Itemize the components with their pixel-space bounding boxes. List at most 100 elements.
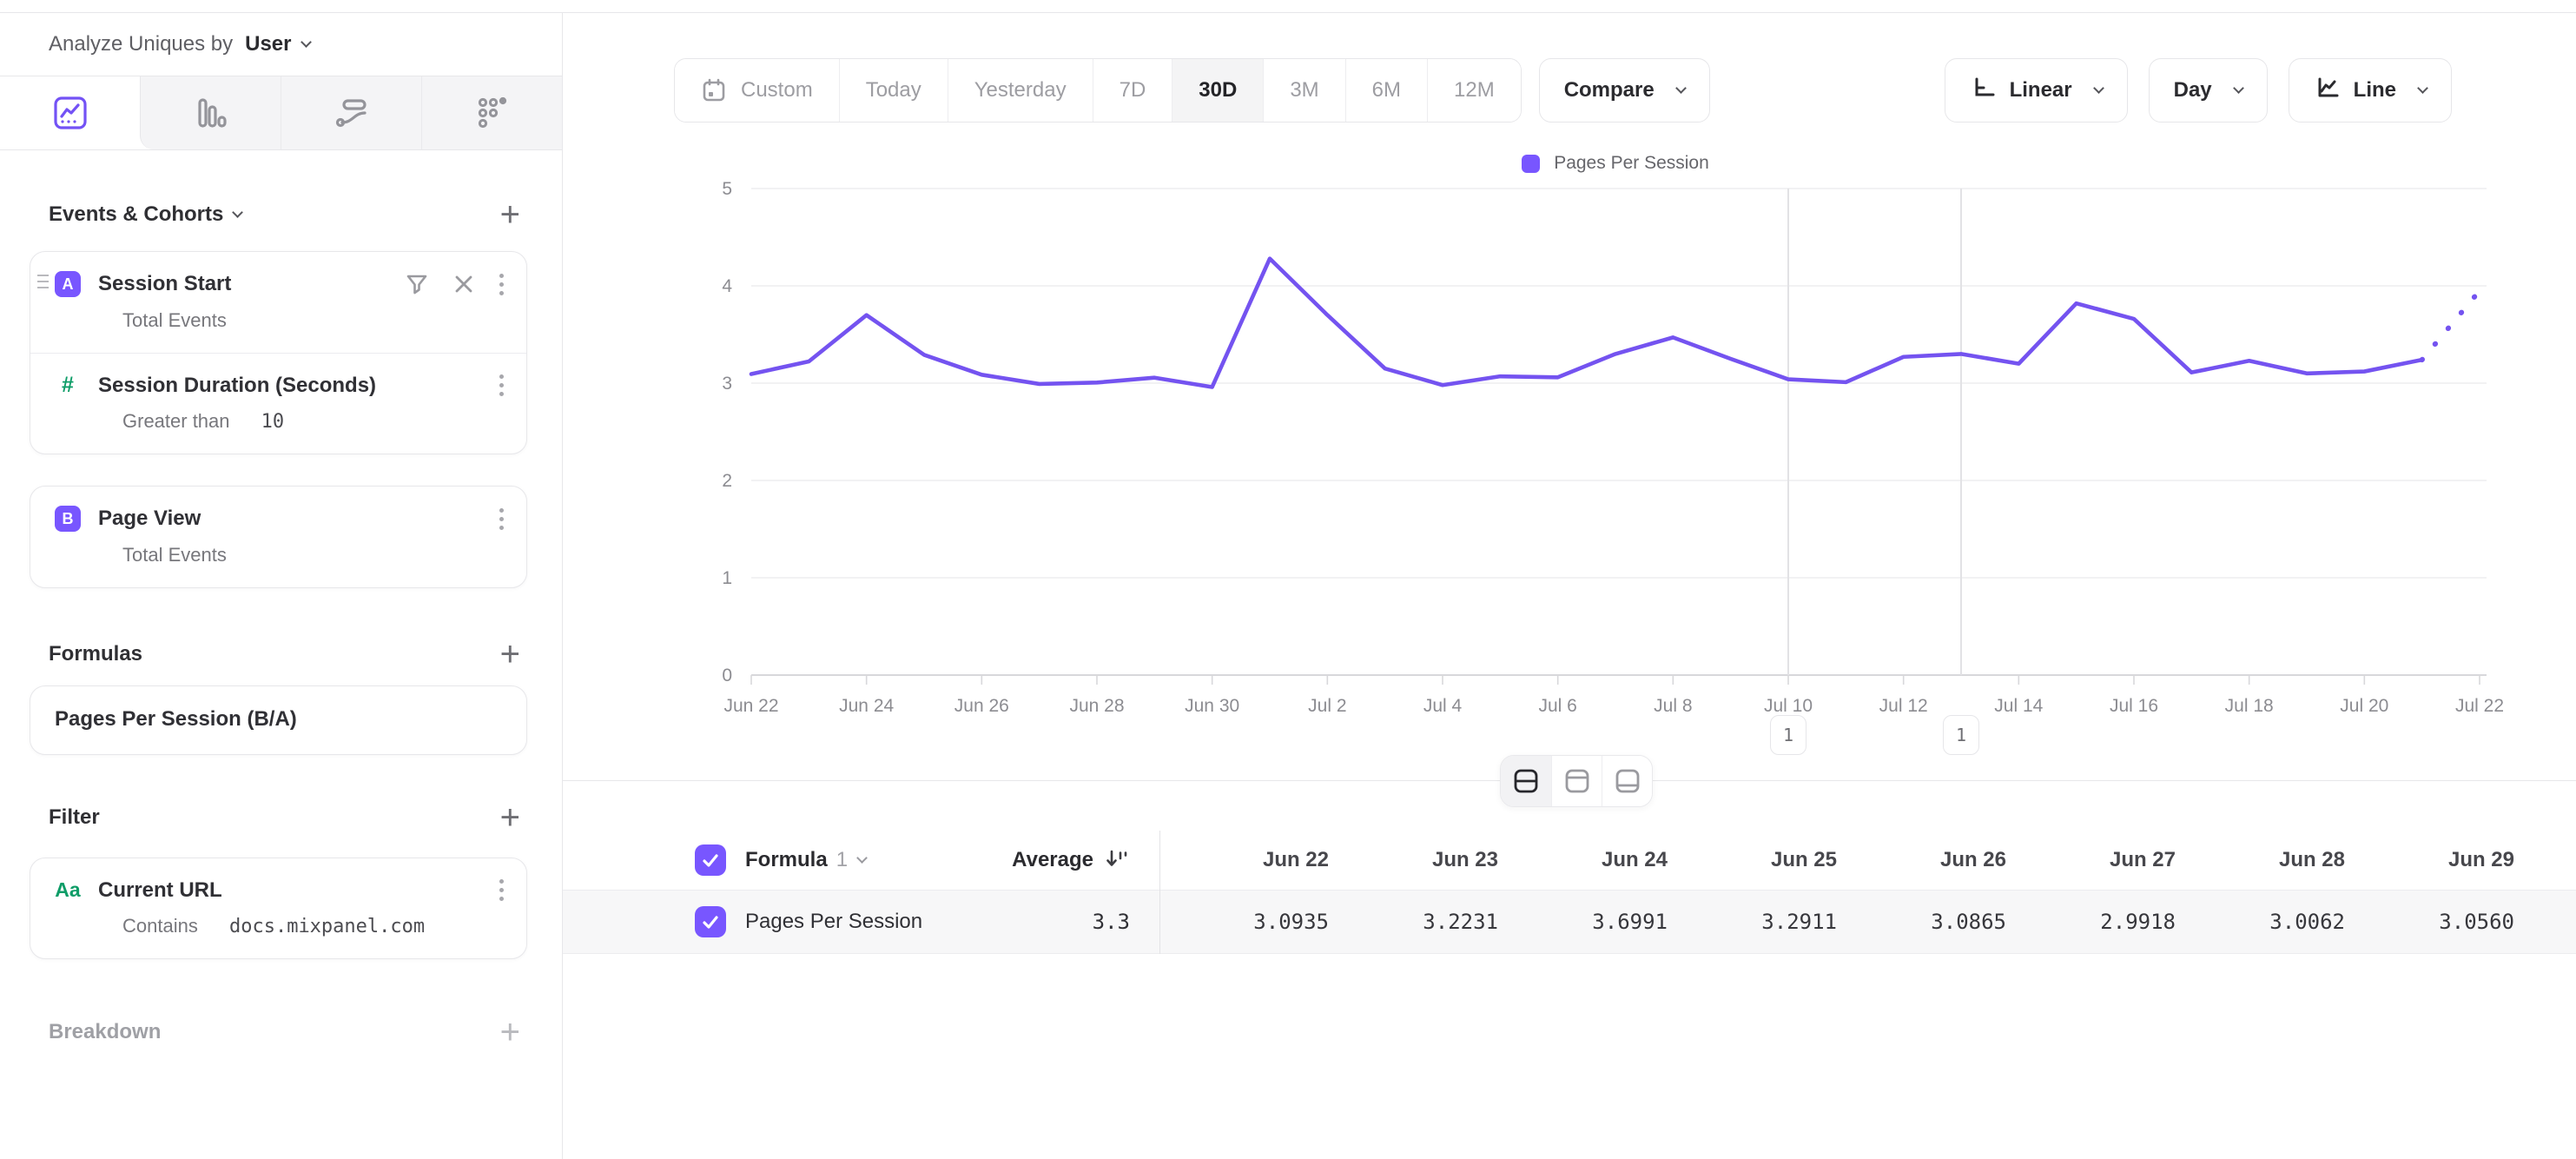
tab-retention[interactable] — [421, 76, 562, 149]
view-toggle-table-only[interactable] — [1602, 756, 1652, 806]
filter-section-header: Filter + — [49, 800, 524, 835]
y-axis-label: 4 — [722, 276, 732, 296]
add-filter-button[interactable]: + — [497, 800, 524, 835]
range-3m[interactable]: 3M — [1263, 59, 1345, 122]
add-formula-button[interactable]: + — [497, 637, 524, 672]
calendar-icon — [703, 78, 725, 102]
view-toggle-chart-only[interactable] — [1551, 756, 1602, 806]
event-options-kebab-icon[interactable] — [498, 272, 505, 297]
tab-insights[interactable] — [0, 76, 140, 149]
date-column-header[interactable]: Jun 25 — [1770, 848, 1837, 871]
event-title[interactable]: Page View — [98, 507, 201, 530]
x-axis-label: Jul 4 — [1423, 696, 1463, 713]
filter-options-kebab-icon[interactable] — [498, 878, 505, 903]
range-12m[interactable]: 12M — [1427, 59, 1521, 122]
analyze-header: Analyze Uniques by User — [0, 13, 562, 76]
property-condition[interactable]: Greater than 10 — [122, 410, 505, 433]
x-axis-label: Jul 10 — [1764, 696, 1813, 713]
formula-row[interactable]: Pages Per Session (B/A) — [30, 686, 526, 754]
filter-condition[interactable]: Contains docs.mixpanel.com — [122, 915, 505, 937]
filter-row-current-url[interactable]: Aa Current URL Contains docs.mixpanel.co… — [30, 858, 526, 958]
y-axis-label: 3 — [722, 374, 732, 394]
date-column-header[interactable]: Jun 27 — [2109, 848, 2176, 871]
formula-name[interactable]: Pages Per Session (B/A) — [55, 707, 297, 731]
chevron-down-icon — [232, 206, 244, 218]
bar-chart-icon — [191, 93, 231, 133]
select-all-checkbox[interactable] — [695, 844, 726, 876]
filter-funnel-icon[interactable] — [404, 271, 430, 297]
x-axis-label: Jun 26 — [954, 696, 1009, 713]
add-breakdown-button[interactable]: + — [497, 1015, 524, 1050]
x-axis-label: Jun 24 — [839, 696, 894, 713]
string-property-icon: Aa — [55, 878, 81, 901]
date-column-header[interactable]: Jun 26 — [1939, 848, 2006, 871]
linear-axis-icon — [1970, 74, 1998, 108]
event-title[interactable]: Session Start — [98, 272, 232, 295]
events-section-title[interactable]: Events & Cohorts — [49, 202, 244, 227]
condition-value[interactable]: docs.mixpanel.com — [228, 916, 426, 937]
tab-flows[interactable] — [281, 76, 421, 149]
chevron-down-icon — [2092, 82, 2104, 94]
range-7d[interactable]: 7D — [1092, 59, 1172, 122]
range-yesterday[interactable]: Yesterday — [947, 59, 1093, 122]
event-options-kebab-icon[interactable] — [498, 507, 505, 532]
results-table: Formula 1 Average Jun 2 — [563, 831, 2576, 954]
x-axis-label: Jul 8 — [1654, 696, 1692, 713]
table-column-separator — [1159, 831, 1160, 954]
average-column-header[interactable]: Average — [1012, 848, 1093, 871]
date-column-header[interactable]: Jun 24 — [1601, 848, 1668, 871]
chart-type-dropdown[interactable]: Line — [2288, 58, 2452, 123]
range-custom[interactable]: Custom — [675, 59, 839, 122]
range-today[interactable]: Today — [838, 59, 948, 122]
formula-card: Pages Per Session (B/A) — [30, 685, 527, 755]
condition-operator[interactable]: Contains — [122, 915, 198, 937]
x-axis-label: Jun 30 — [1185, 696, 1239, 713]
chart-area: Pages Per Session 0 1 2 3 4 5 Jun 22 Jun 24 Jun … — [563, 149, 2576, 783]
tab-bar-chart[interactable] — [140, 76, 281, 149]
chevron-down-icon — [300, 36, 312, 48]
formulas-section-header: Formulas + — [49, 637, 524, 672]
date-column-header[interactable]: Jun 28 — [2278, 848, 2345, 871]
legend-swatch — [1522, 154, 1541, 173]
formula-column-header[interactable]: Formula 1 — [745, 848, 868, 872]
date-column-header[interactable]: Jun 22 — [1262, 848, 1329, 871]
y-axis-label: 1 — [722, 568, 732, 588]
filter-property-title[interactable]: Current URL — [98, 878, 222, 902]
range-30d[interactable]: 30D — [1172, 59, 1264, 122]
legend-pages-per-session[interactable]: Pages Per Session — [751, 149, 2480, 178]
annotation-badge-jul-13[interactable]: 1 — [1943, 715, 1979, 755]
sort-descending-icon[interactable] — [1104, 845, 1130, 876]
add-event-button[interactable]: + — [497, 197, 524, 232]
analyze-entity-dropdown[interactable]: User — [245, 32, 312, 56]
annotation-badge-jul-10[interactable]: 1 — [1770, 715, 1807, 755]
series-line-projected — [2419, 288, 2482, 363]
remove-event-icon[interactable] — [452, 273, 475, 295]
table-row-pages-per-session[interactable]: Pages Per Session 3.3 3.0935 3.2231 3.6991… — [563, 890, 2576, 954]
event-row-session-start[interactable]: A Session Start — [30, 252, 526, 353]
date-column-header[interactable]: Jun 29 — [2447, 848, 2514, 871]
series-line-pages-per-session — [749, 256, 2424, 389]
row-checkbox[interactable] — [695, 906, 726, 937]
x-axis-label: Jul 14 — [1994, 696, 2043, 713]
event-measurement[interactable]: Total Events — [122, 309, 227, 331]
compare-button[interactable]: Compare — [1538, 58, 1710, 123]
event-row-page-view[interactable]: B Page View Total Events — [30, 487, 526, 587]
view-toggle-split-view[interactable] — [1501, 756, 1551, 806]
flows-icon — [332, 93, 372, 133]
date-column-header[interactable]: Jun 23 — [1431, 848, 1498, 871]
condition-value[interactable]: 10 — [261, 411, 285, 433]
range-6m[interactable]: 6M — [1344, 59, 1427, 122]
value-cell: 3.0865 — [1931, 910, 2006, 934]
retention-icon — [472, 93, 512, 133]
scale-dropdown[interactable]: Linear — [1944, 58, 2128, 123]
property-title[interactable]: Session Duration (Seconds) — [98, 373, 377, 397]
event-measurement[interactable]: Total Events — [122, 544, 227, 566]
property-options-kebab-icon[interactable] — [498, 373, 505, 398]
property-row-session-duration[interactable]: # Session Duration (Seconds) Greater tha… — [30, 353, 526, 454]
interval-dropdown[interactable]: Day — [2148, 58, 2268, 123]
condition-operator[interactable]: Greater than — [122, 410, 230, 432]
drag-handle-icon[interactable] — [37, 275, 49, 288]
value-cell: 3.2231 — [1423, 910, 1498, 934]
y-axis-label: 5 — [722, 179, 732, 199]
x-axis-label: Jul 2 — [1308, 696, 1346, 713]
